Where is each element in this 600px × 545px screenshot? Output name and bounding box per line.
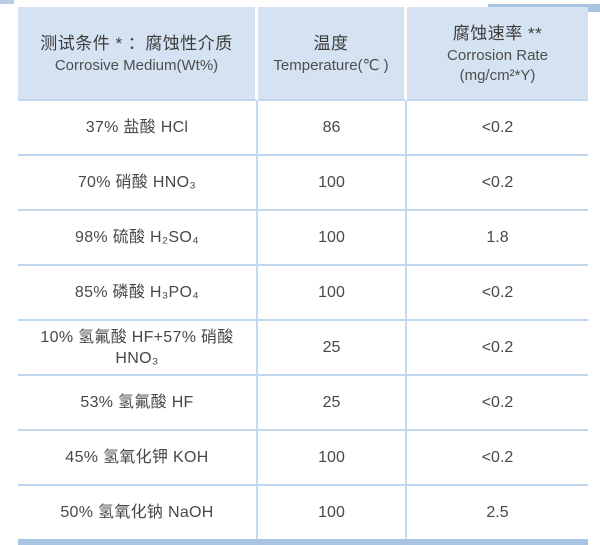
rate-cell: <0.2 [407,431,588,486]
header-medium-zh: 测试条件 * ：腐蚀性介质 [40,33,233,53]
temperature-cell: 100 [258,486,407,539]
column-header-corrosion-rate: 腐蚀速率 ** Corrosion Rate (mg/cm²*Y) [407,7,588,101]
top-left-border-artifact [0,0,14,4]
table-row: 70% 硝酸 HNO₃ 100 <0.2 [18,156,588,211]
corrosion-resistance-table: 测试条件 * ：腐蚀性介质 Corrosive Medium(Wt%) 温度 T… [18,7,588,545]
temperature-cell: 100 [258,211,407,266]
medium-cell: 50% 氢氧化钠 NaOH [18,486,258,539]
table-row: 85% 磷酸 H₃PO₄ 100 <0.2 [18,266,588,321]
table-header: 测试条件 * ：腐蚀性介质 Corrosive Medium(Wt%) 温度 T… [18,7,588,101]
table-body: 37% 盐酸 HCl 86 <0.2 70% 硝酸 HNO₃ 100 <0.2 … [18,101,588,539]
rate-cell: <0.2 [407,321,588,376]
temperature-cell: 100 [258,431,407,486]
header-row: 测试条件 * ：腐蚀性介质 Corrosive Medium(Wt%) 温度 T… [18,7,588,101]
header-rate-en: Corrosion Rate [447,46,548,64]
medium-cell: 98% 硫酸 H₂SO₄ [18,211,258,266]
table-row: 10% 氢氟酸 HF+57% 硝酸 HNO₃ 25 <0.2 [18,321,588,376]
table-row: 53% 氢氟酸 HF 25 <0.2 [18,376,588,431]
temperature-cell: 25 [258,376,407,431]
header-medium-en: Corrosive Medium(Wt%) [54,56,219,74]
temperature-cell: 100 [258,156,407,211]
header-temperature-en: Temperature(℃ ) [273,56,389,74]
table-row: 45% 氢氧化钾 KOH 100 <0.2 [18,431,588,486]
table-row: 98% 硫酸 H₂SO₄ 100 1.8 [18,211,588,266]
temperature-cell: 25 [258,321,407,376]
medium-cell: 85% 磷酸 H₃PO₄ [18,266,258,321]
medium-cell: 70% 硝酸 HNO₃ [18,156,258,211]
temperature-cell: 100 [258,266,407,321]
medium-cell: 53% 氢氟酸 HF [18,376,258,431]
header-rate-unit: (mg/cm²*Y) [459,66,536,84]
column-header-corrosive-medium: 测试条件 * ：腐蚀性介质 Corrosive Medium(Wt%) [18,7,258,101]
rate-cell: 1.8 [407,211,588,266]
header-temperature-zh: 温度 [313,33,349,53]
rate-cell: <0.2 [407,156,588,211]
temperature-cell: 86 [258,101,407,156]
table-row: 37% 盐酸 HCl 86 <0.2 [18,101,588,156]
medium-cell: 45% 氢氧化钾 KOH [18,431,258,486]
rate-cell: <0.2 [407,101,588,156]
rate-cell: <0.2 [407,376,588,431]
header-rate-zh: 腐蚀速率 ** [452,23,543,43]
rate-cell: <0.2 [407,266,588,321]
table-row: 50% 氢氧化钠 NaOH 100 2.5 [18,486,588,539]
column-header-temperature: 温度 Temperature(℃ ) [258,7,407,101]
rate-cell: 2.5 [407,486,588,539]
medium-cell: 37% 盐酸 HCl [18,101,258,156]
medium-cell: 10% 氢氟酸 HF+57% 硝酸 HNO₃ [18,321,258,376]
